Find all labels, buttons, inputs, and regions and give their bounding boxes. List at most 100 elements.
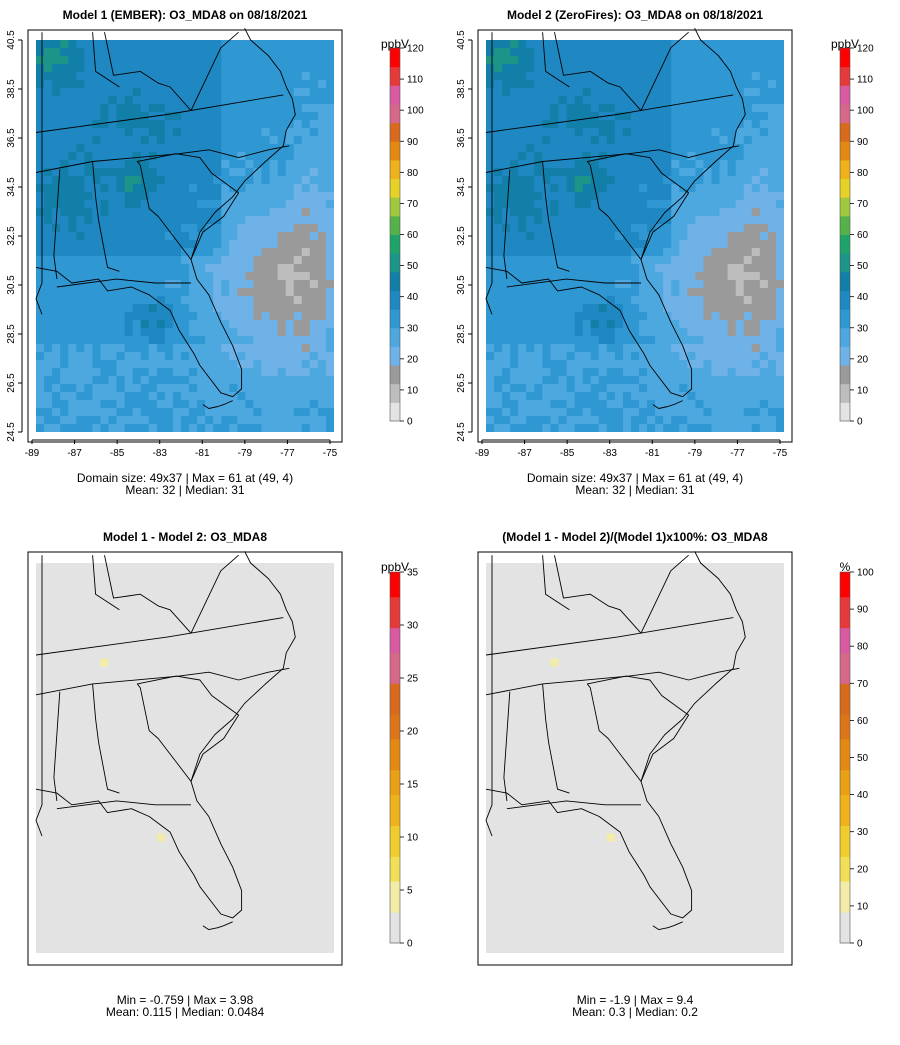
heatmap-cell xyxy=(309,570,319,580)
heatmap-cell xyxy=(148,658,158,668)
heatmap-cell xyxy=(558,352,568,361)
heatmap-cell xyxy=(550,120,560,129)
heatmap-cell xyxy=(68,288,77,297)
heatmap-cell xyxy=(124,400,134,409)
heatmap-cell xyxy=(253,136,263,145)
heatmap-cell xyxy=(550,352,560,361)
heatmap-cell xyxy=(598,384,608,393)
heatmap-cell xyxy=(237,706,246,715)
heatmap-cell xyxy=(293,216,303,225)
heatmap-cell xyxy=(52,682,61,691)
heatmap-cell xyxy=(229,72,238,81)
heatmap-cell xyxy=(759,200,769,209)
heatmap-cell xyxy=(301,400,311,409)
heatmap-cell xyxy=(325,690,334,699)
heatmap-cell xyxy=(60,344,69,353)
heatmap-cell xyxy=(277,793,287,803)
heatmap-cell xyxy=(534,136,543,145)
heatmap-cell xyxy=(180,64,190,73)
heatmap-cell xyxy=(293,738,303,747)
heatmap-cell xyxy=(44,120,53,129)
heatmap-cell xyxy=(52,224,61,233)
heatmap-cell xyxy=(293,714,303,723)
heatmap-cell xyxy=(189,80,198,89)
heatmap-cell xyxy=(719,272,729,281)
heatmap-cell xyxy=(542,352,552,361)
heatmap-cell xyxy=(108,714,118,723)
heatmap-cell xyxy=(655,408,664,417)
heatmap-cell xyxy=(140,690,150,699)
heatmap-cell xyxy=(116,793,126,803)
heatmap-cell xyxy=(566,48,576,57)
heatmap-cell xyxy=(100,152,110,161)
heatmap-cell xyxy=(317,578,327,588)
heatmap-cell xyxy=(108,72,118,81)
heatmap-cell xyxy=(92,168,102,177)
heatmap-cell xyxy=(60,626,69,636)
heatmap-cell xyxy=(76,738,85,747)
heatmap-cell xyxy=(566,312,576,321)
heatmap-cell xyxy=(140,152,150,161)
heatmap-cell xyxy=(108,738,118,747)
heatmap-cell xyxy=(156,610,166,620)
heatmap-cell xyxy=(213,184,222,193)
heatmap-cell xyxy=(253,376,263,385)
heatmap-cell xyxy=(486,392,495,401)
heatmap-cell xyxy=(197,64,206,73)
heatmap-cell xyxy=(36,224,45,233)
heatmap-cell xyxy=(205,392,214,401)
heatmap-cell xyxy=(735,192,745,201)
heatmap-cell xyxy=(719,80,729,89)
heatmap-cell xyxy=(261,578,271,588)
heatmap-cell xyxy=(261,825,271,835)
heatmap-cell xyxy=(36,216,45,225)
heatmap-cell xyxy=(156,809,166,819)
heatmap-cell xyxy=(229,384,238,393)
heatmap-cell xyxy=(518,328,527,337)
heatmap-cell xyxy=(486,376,495,385)
heatmap-cell xyxy=(189,408,198,417)
heatmap-cell xyxy=(108,392,118,401)
heatmap-cell xyxy=(180,706,190,715)
heatmap-cell xyxy=(293,634,303,644)
heatmap-cell xyxy=(36,578,45,588)
heatmap-cell xyxy=(317,817,327,827)
heatmap-cell xyxy=(229,336,238,345)
heatmap-cell xyxy=(132,682,142,691)
heatmap-cell xyxy=(606,144,616,153)
heatmap-cell xyxy=(735,272,745,281)
heatmap-cell xyxy=(518,280,527,289)
heatmap-cell xyxy=(277,272,287,281)
heatmap-cell xyxy=(325,264,334,273)
heatmap-cell xyxy=(695,304,705,313)
heatmap-cell xyxy=(582,128,592,137)
heatmap-cell xyxy=(309,40,319,49)
heatmap-cell xyxy=(164,72,174,81)
heatmap-cell xyxy=(52,288,61,297)
heatmap-cell xyxy=(213,104,222,113)
heatmap-cell xyxy=(132,312,142,321)
heatmap-cell xyxy=(237,336,246,345)
heatmap-cell xyxy=(663,40,672,49)
heatmap-cell xyxy=(309,104,319,113)
heatmap-cell xyxy=(164,400,174,409)
heatmap-cell xyxy=(180,698,190,707)
heatmap-cell xyxy=(68,690,77,699)
heatmap-cell xyxy=(598,304,608,313)
heatmap-cell xyxy=(52,618,61,628)
heatmap-cell xyxy=(614,80,624,89)
heatmap-cell xyxy=(285,594,295,604)
heatmap-cell xyxy=(172,320,182,329)
heatmap-cell xyxy=(767,280,777,289)
heatmap-cell xyxy=(245,176,255,185)
heatmap-cell xyxy=(301,761,311,771)
heatmap-cell xyxy=(229,40,238,49)
heatmap-cell xyxy=(293,746,303,755)
heatmap-cell xyxy=(197,256,206,265)
heatmap-cell xyxy=(301,80,311,89)
heatmap-cell xyxy=(510,248,519,257)
heatmap-cell xyxy=(277,714,287,723)
heatmap-cell xyxy=(172,296,182,305)
heatmap-cell xyxy=(703,152,713,161)
heatmap-cell xyxy=(52,360,61,369)
